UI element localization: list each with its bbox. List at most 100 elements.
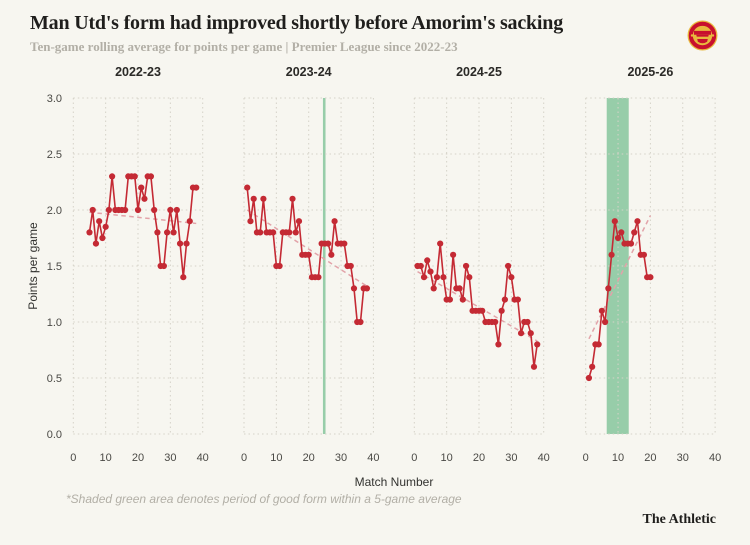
data-point (498, 307, 505, 314)
data-point (589, 363, 596, 370)
y-tick-label: 2.0 (47, 205, 62, 217)
man-utd-crest-icon (687, 20, 718, 51)
data-point (440, 274, 447, 281)
x-tick-label: 30 (335, 452, 347, 464)
data-point (86, 229, 93, 236)
data-point (495, 341, 502, 348)
y-axis-label: Points per game (26, 222, 40, 310)
data-point (173, 206, 180, 214)
data-point (183, 240, 190, 247)
good-form-band (322, 98, 326, 434)
x-tick-label: 10 (100, 452, 112, 464)
data-point (160, 262, 167, 270)
data-point (92, 240, 100, 247)
data-point (534, 341, 541, 348)
x-tick-label: 10 (270, 452, 282, 464)
data-point (257, 229, 264, 236)
y-tick-label: 2.5 (47, 149, 62, 161)
data-point (614, 234, 622, 242)
x-tick-label: 20 (644, 452, 656, 464)
x-tick-label: 40 (197, 452, 209, 464)
data-point (331, 218, 338, 225)
data-point (479, 307, 486, 314)
data-point (141, 195, 148, 202)
data-point (134, 206, 142, 214)
trend-line (89, 211, 197, 225)
data-point (170, 229, 177, 236)
data-point (462, 262, 470, 270)
data-point (508, 274, 515, 281)
data-point (427, 268, 434, 275)
x-tick-label: 30 (164, 452, 176, 464)
x-tick-label: 0 (411, 452, 417, 464)
data-point (640, 251, 648, 258)
data-point (514, 296, 521, 303)
x-tick-label: 10 (441, 452, 453, 464)
data-point (289, 195, 296, 202)
season-label: 2023-24 (286, 65, 332, 79)
data-point (492, 318, 499, 326)
data-point (164, 229, 171, 236)
data-point (270, 229, 277, 236)
season-label: 2025-26 (627, 65, 673, 79)
page-subtitle: Ten-game rolling average for points per … (30, 39, 458, 54)
x-tick-label: 40 (709, 452, 721, 464)
y-tick-label: 0.0 (47, 429, 62, 441)
data-point (186, 218, 193, 225)
data-point (530, 363, 538, 370)
x-axis-label: Match Number (355, 475, 434, 489)
x-tick-label: 20 (303, 452, 315, 464)
data-point (180, 274, 187, 281)
data-point (89, 206, 96, 214)
data-point (501, 296, 508, 303)
data-point (634, 218, 641, 225)
x-tick-label: 40 (538, 452, 550, 464)
data-point (424, 257, 431, 264)
data-point (595, 341, 602, 348)
data-line (588, 220, 651, 379)
data-point (260, 195, 267, 202)
data-point (105, 206, 112, 214)
data-point (446, 296, 453, 303)
data-point (430, 285, 437, 292)
page-title: Man Utd's form had improved shortly befo… (30, 12, 564, 34)
data-point (247, 218, 254, 225)
data-line (88, 175, 197, 278)
data-point (121, 206, 129, 214)
data-point (598, 307, 605, 314)
y-tick-label: 1.5 (47, 261, 62, 273)
data-point (605, 285, 612, 292)
data-point (527, 330, 534, 337)
data-point (433, 274, 441, 281)
season-label: 2022-23 (115, 65, 161, 79)
x-tick-label: 20 (132, 452, 144, 464)
data-line (417, 243, 538, 367)
data-point (244, 184, 251, 191)
data-point (167, 206, 174, 214)
data-point (524, 318, 531, 326)
data-point (295, 218, 303, 225)
data-point (109, 173, 116, 180)
data-point (99, 234, 106, 242)
data-point (602, 318, 609, 326)
data-point (250, 195, 257, 202)
data-point (627, 240, 635, 247)
data-point (347, 262, 354, 270)
data-point (325, 240, 332, 247)
data-point (611, 218, 618, 225)
data-point (466, 274, 473, 281)
data-point (286, 229, 293, 236)
data-point (456, 285, 463, 292)
data-point (459, 296, 466, 303)
brand-logo: The Athletic (642, 512, 717, 527)
data-point (176, 240, 184, 247)
data-point (328, 251, 335, 258)
data-point (420, 274, 428, 281)
data-point (517, 330, 525, 337)
y-tick-label: 3.0 (47, 93, 62, 105)
data-point (618, 229, 625, 236)
data-point (363, 285, 371, 292)
chart-footnote: *Shaded green area denotes period of goo… (66, 492, 462, 506)
